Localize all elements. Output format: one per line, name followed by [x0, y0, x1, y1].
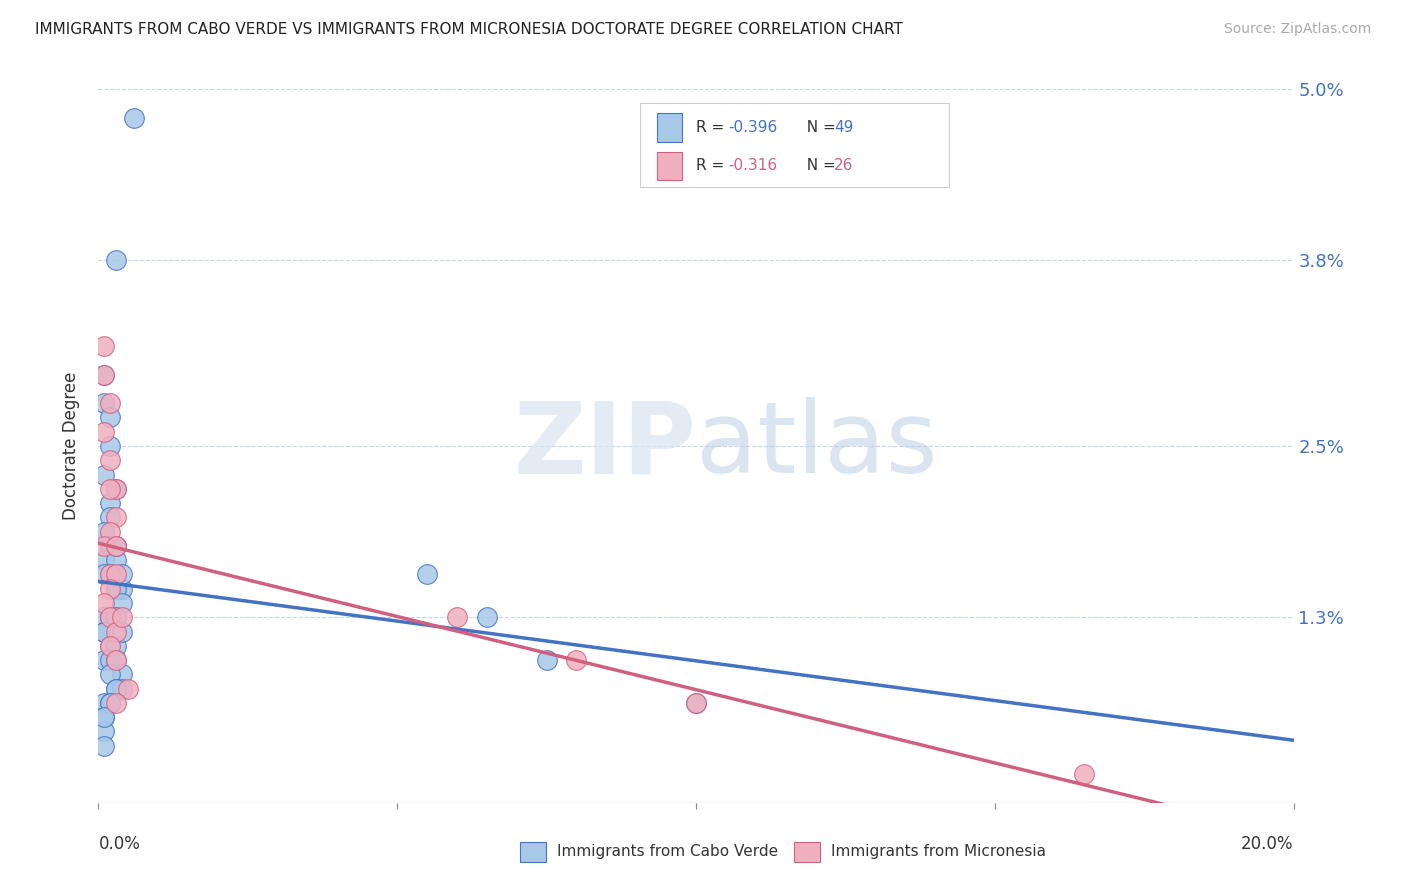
Point — [98, 439, 122, 453]
Point — [105, 624, 128, 639]
Point — [93, 567, 115, 582]
Point — [98, 410, 122, 425]
Point — [105, 681, 128, 696]
Point — [111, 667, 134, 681]
Point — [111, 610, 134, 624]
Text: atlas: atlas — [696, 398, 938, 494]
Point — [98, 610, 122, 624]
Point — [98, 524, 122, 539]
Point — [93, 539, 115, 553]
Point — [105, 539, 128, 553]
Point — [93, 624, 115, 639]
Point — [98, 639, 122, 653]
Text: Immigrants from Cabo Verde: Immigrants from Cabo Verde — [557, 845, 778, 859]
Point — [105, 539, 128, 553]
Point — [98, 639, 122, 653]
Point — [98, 653, 122, 667]
Point — [446, 610, 468, 624]
Point — [93, 368, 115, 382]
Text: ZIP: ZIP — [513, 398, 696, 494]
Point — [98, 396, 122, 410]
Point — [105, 482, 128, 496]
Point — [93, 696, 115, 710]
Point — [98, 539, 122, 553]
Text: N =: N = — [797, 120, 841, 135]
Point — [98, 496, 122, 510]
Point — [105, 639, 128, 653]
Point — [416, 567, 439, 582]
Point — [117, 681, 139, 696]
Text: -0.396: -0.396 — [728, 120, 778, 135]
Point — [93, 739, 115, 753]
Point — [111, 624, 134, 639]
Point — [93, 396, 115, 410]
Point — [105, 253, 128, 268]
Point — [98, 696, 122, 710]
Text: 49: 49 — [834, 120, 853, 135]
Point — [93, 467, 115, 482]
Text: 26: 26 — [834, 159, 853, 173]
Text: R =: R = — [696, 120, 730, 135]
Point — [93, 724, 115, 739]
Point — [93, 624, 115, 639]
Point — [98, 696, 122, 710]
Point — [475, 610, 498, 624]
Point — [685, 696, 707, 710]
Point — [93, 339, 115, 353]
Point — [105, 681, 128, 696]
Point — [98, 482, 122, 496]
Point — [98, 567, 122, 582]
Point — [93, 368, 115, 382]
Text: Source: ZipAtlas.com: Source: ZipAtlas.com — [1223, 22, 1371, 37]
Point — [98, 610, 122, 624]
Text: 20.0%: 20.0% — [1241, 835, 1294, 853]
Point — [105, 610, 128, 624]
Text: 0.0%: 0.0% — [98, 835, 141, 853]
Y-axis label: Doctorate Degree: Doctorate Degree — [62, 372, 80, 520]
Point — [93, 710, 115, 724]
Point — [98, 453, 122, 467]
Point — [565, 653, 588, 667]
Text: N =: N = — [797, 159, 841, 173]
Point — [98, 582, 122, 596]
Point — [685, 696, 707, 710]
Point — [111, 596, 134, 610]
Text: IMMIGRANTS FROM CABO VERDE VS IMMIGRANTS FROM MICRONESIA DOCTORATE DEGREE CORREL: IMMIGRANTS FROM CABO VERDE VS IMMIGRANTS… — [35, 22, 903, 37]
Point — [93, 553, 115, 567]
Point — [93, 610, 115, 624]
Point — [105, 539, 128, 553]
Point — [111, 681, 134, 696]
Point — [105, 567, 128, 582]
Point — [111, 582, 134, 596]
Point — [105, 553, 128, 567]
Point — [93, 653, 115, 667]
Point — [98, 510, 122, 524]
Point — [93, 425, 115, 439]
Point — [105, 482, 128, 496]
Point — [105, 653, 128, 667]
Point — [98, 667, 122, 681]
Text: Immigrants from Micronesia: Immigrants from Micronesia — [831, 845, 1046, 859]
Point — [98, 567, 122, 582]
Point — [105, 510, 128, 524]
Point — [111, 567, 134, 582]
Text: -0.316: -0.316 — [728, 159, 778, 173]
Point — [105, 696, 128, 710]
Point — [93, 710, 115, 724]
Point — [93, 524, 115, 539]
Point — [105, 582, 128, 596]
Point — [1073, 767, 1095, 781]
Text: R =: R = — [696, 159, 730, 173]
Point — [105, 653, 128, 667]
Point — [124, 111, 146, 125]
Point — [536, 653, 558, 667]
Point — [93, 596, 115, 610]
